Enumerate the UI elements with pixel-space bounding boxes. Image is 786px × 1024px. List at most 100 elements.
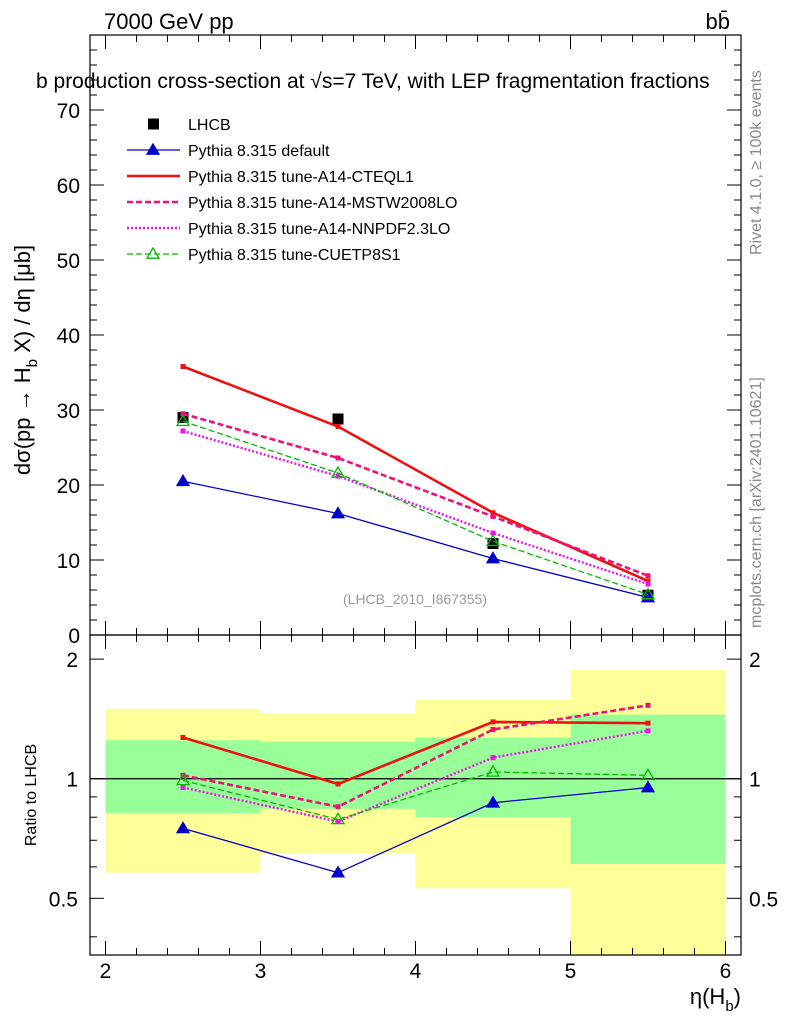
ratio-series-pythia-8-315-tune-cuetp8s1 <box>175 764 656 825</box>
legend-marker-lhcb <box>148 118 159 130</box>
pythia-8-315-tune-a14-mstw2008lo-line <box>182 412 649 577</box>
ratio-pythia-8-315-tune-cuetp8s1-point-3 <box>640 768 656 781</box>
x-tick-label-5: 5 <box>565 960 577 983</box>
main-y-tick-label-40: 40 <box>57 325 80 348</box>
pythia-8-315-default-point-2 <box>485 551 501 564</box>
pythia-8-315-tune-a14-mstw2008lo-point-1 <box>335 455 341 461</box>
pythia-8-315-tune-a14-mstw2008lo-point-0 <box>180 411 186 417</box>
ratio-y-axis-label: Ratio to LHCB <box>23 744 40 846</box>
pythia-8-315-tune-cuetp8s1-point-0 <box>175 413 191 427</box>
main-panel: 0 10 20 30 40 50 60 70 b production cross-secti… <box>10 34 742 648</box>
x-tick-label-3: 3 <box>255 960 267 983</box>
series-pythia-8-315-default <box>175 473 656 603</box>
ratio-pythia-8-315-default-point-1 <box>330 865 346 878</box>
ratio-pythia-8-315-tune-a14-cteql1-point-1 <box>335 781 341 787</box>
legend-label-lhcb: LHCB <box>188 117 231 134</box>
x-tick-label-2: 2 <box>100 960 112 983</box>
uncertainty-band-inner-1 <box>260 741 416 809</box>
pythia-8-315-tune-a14-nnpdf2-3lo-point-3 <box>645 581 651 587</box>
ratio-series-pythia-8-315-tune-a14-cteql1 <box>180 719 651 787</box>
series-pythia-8-315-tune-a14-nnpdf2-3lo <box>180 428 651 587</box>
pythia-8-315-tune-cuetp8s1-line <box>182 420 649 596</box>
lhcb-point-2 <box>487 538 499 549</box>
x-tick-label-4: 4 <box>410 960 422 983</box>
pythia-8-315-tune-a14-nnpdf2-3lo-point-1 <box>335 473 341 479</box>
pythia-8-315-tune-a14-nnpdf2-3lo-point-0 <box>180 428 186 434</box>
ratio-pythia-8-315-default-point-0 <box>175 821 191 834</box>
series-pythia-8-315-tune-a14-mstw2008lo <box>180 411 651 579</box>
pythia-8-315-default-point-0 <box>175 473 191 487</box>
main-y-tick-label-70: 70 <box>57 100 80 123</box>
x-axis-label: η(Hb) <box>690 984 741 1015</box>
pythia-8-315-tune-cuetp8s1-point-1 <box>330 465 346 478</box>
legend-label-pythia-8-315-tune-a14-nnpdf2-3lo: Pythia 8.315 tune-A14-NNPDF2.3LO <box>188 221 450 238</box>
ratio-series-pythia-8-315-default <box>175 780 656 878</box>
ratio-pythia-8-315-tune-a14-nnpdf2-3lo-point-2 <box>490 755 496 761</box>
ratio-pythia-8-315-tune-a14-cteql1-point-2 <box>490 719 496 725</box>
ratio-y-tick-label-right-0-5: 0.5 <box>749 888 778 911</box>
ratio-y-tick-label-right-1: 1 <box>749 769 761 792</box>
ratio-pythia-8-315-tune-a14-cteql1-point-0 <box>180 734 186 740</box>
lhcb-point-0 <box>177 412 189 423</box>
legend-marker-pythia-8-315-tune-cuetp8s1 <box>145 246 161 259</box>
legend-entry-pythia-8-315-tune-a14-mstw2008lo: Pythia 8.315 tune-A14-MSTW2008LO <box>127 195 457 212</box>
pythia-8-315-tune-a14-mstw2008lo-point-3 <box>645 573 651 579</box>
ratio-pythia-8-315-tune-a14-mstw2008lo-point-3 <box>645 702 651 708</box>
series-pythia-8-315-tune-a14-cteql1 <box>180 364 651 584</box>
ratio-pythia-8-315-tune-cuetp8s1-line <box>182 771 649 821</box>
rivet-version-label: Rivet 4.1.0, ≥ 100k events <box>748 70 765 255</box>
legend-label-pythia-8-315-tune-a14-mstw2008lo: Pythia 8.315 tune-A14-MSTW2008LO <box>188 195 457 212</box>
legend-label-pythia-8-315-tune-cuetp8s1: Pythia 8.315 tune-CUETP8S1 <box>188 247 401 264</box>
ratio-pythia-8-315-tune-a14-nnpdf2-3lo-line <box>182 729 649 823</box>
main-y-tick-label-60: 60 <box>57 175 80 198</box>
series-pythia-8-315-tune-cuetp8s1 <box>175 413 656 600</box>
ratio-series-pythia-8-315-tune-a14-nnpdf2-3lo <box>180 728 651 825</box>
ratio-pythia-8-315-tune-a14-nnpdf2-3lo-point-0 <box>180 785 186 791</box>
pythia-8-315-tune-a14-cteql1-point-2 <box>490 510 496 516</box>
legend-entry-pythia-8-315-tune-a14-cteql1: Pythia 8.315 tune-A14-CTEQL1 <box>127 169 414 186</box>
main-y-tick-label-10: 10 <box>57 550 80 573</box>
ratio-pythia-8-315-default-point-2 <box>485 795 501 808</box>
pythia-8-315-tune-a14-mstw2008lo-point-2 <box>490 514 496 519</box>
pythia-8-315-tune-cuetp8s1-point-2 <box>485 533 501 547</box>
pythia-8-315-tune-a14-cteql1-point-3 <box>645 578 651 584</box>
pythia-8-315-default-point-1 <box>330 506 346 519</box>
ratio-pythia-8-315-tune-cuetp8s1-point-1 <box>330 812 346 825</box>
main-title: b production cross-section at √s=7 TeV, … <box>36 70 710 93</box>
ratio-pythia-8-315-tune-a14-mstw2008lo-line <box>182 704 649 809</box>
legend-entry-pythia-8-315-tune-cuetp8s1: Pythia 8.315 tune-CUETP8S1 <box>127 246 401 264</box>
pythia-8-315-tune-a14-nnpdf2-3lo-point-2 <box>490 530 496 536</box>
main-y-tick-label-50: 50 <box>57 250 80 273</box>
ratio-pythia-8-315-default-line <box>182 786 649 874</box>
legend-entry-lhcb: LHCB <box>148 117 231 134</box>
ratio-y-tick-label-left-2: 2 <box>66 649 78 672</box>
legend-entry-pythia-8-315-tune-a14-nnpdf2-3lo: Pythia 8.315 tune-A14-NNPDF2.3LO <box>127 221 450 238</box>
ratio-pythia-8-315-tune-a14-mstw2008lo-point-1 <box>335 804 341 810</box>
ratio-pythia-8-315-tune-a14-cteql1-point-3 <box>645 720 651 726</box>
ratio-pythia-8-315-tune-a14-mstw2008lo-point-2 <box>490 727 496 733</box>
x-tick-label-6: 6 <box>720 960 732 983</box>
pythia-8-315-tune-a14-cteql1-point-0 <box>180 364 186 369</box>
ratio-pythia-8-315-default-point-3 <box>640 780 656 793</box>
pythia-8-315-tune-a14-nnpdf2-3lo-line <box>182 429 649 586</box>
legend: LHCB Pythia 8.315 default Pythia 8.315 tun… <box>127 117 457 264</box>
analysis-watermark: (LHCB_2010_I867355) <box>343 591 487 607</box>
mcplots-label: mcplots.cern.ch [arXiv:2401.10621] <box>748 377 765 628</box>
ratio-y-tick-label-right-2: 2 <box>749 649 761 672</box>
legend-label-pythia-8-315-default: Pythia 8.315 default <box>188 143 330 160</box>
pythia-8-315-tune-cuetp8s1-point-3 <box>640 587 656 600</box>
pythia-8-315-tune-a14-cteql1-point-1 <box>335 424 341 429</box>
legend-entry-pythia-8-315-default: Pythia 8.315 default <box>127 142 330 160</box>
main-y-axis-label: dσ(pp → Hb X) / dη [μb] <box>10 245 41 475</box>
lhcb-point-1 <box>332 413 344 425</box>
ratio-pythia-8-315-tune-a14-nnpdf2-3lo-point-1 <box>335 819 341 825</box>
ratio-pythia-8-315-tune-cuetp8s1-point-2 <box>485 764 501 777</box>
pythia-8-315-default-line <box>182 480 649 599</box>
main-y-tick-label-30: 30 <box>57 400 80 423</box>
legend-label-pythia-8-315-tune-a14-cteql1: Pythia 8.315 tune-A14-CTEQL1 <box>188 169 414 186</box>
main-y-tick-label-0: 0 <box>68 625 80 648</box>
legend-marker-pythia-8-315-default <box>145 142 161 155</box>
ratio-panel: 0.5 0.5 1 1 2 2 2 3 4 5 6 Ratio to LHCB η(Hb) <box>23 634 778 1015</box>
ratio-pythia-8-315-tune-cuetp8s1-point-0 <box>175 773 191 786</box>
